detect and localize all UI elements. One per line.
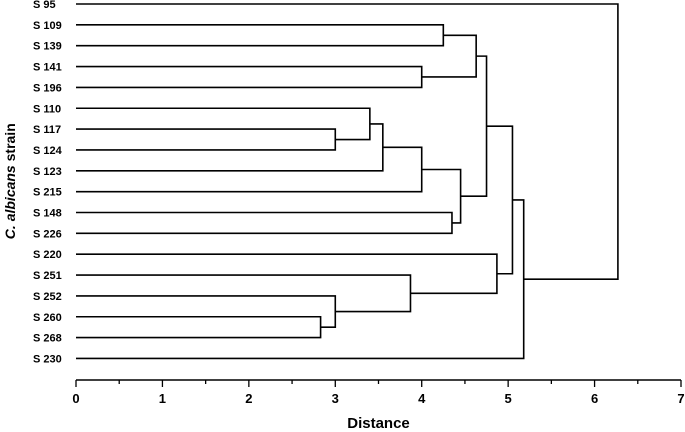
dendrogram-link (76, 146, 423, 193)
dendrogram-link (486, 125, 514, 275)
dendrogram-link (76, 3, 619, 281)
leaf-label: S 124 (33, 145, 63, 157)
x-tick-label: 4 (418, 391, 426, 406)
dendrogram-link (76, 65, 423, 89)
leaf-label: S 123 (33, 166, 62, 178)
leaf-label: S 148 (33, 208, 62, 220)
leaf-label: S 109 (33, 20, 62, 32)
leaf-label: S 196 (33, 82, 62, 94)
x-tick-label: 0 (72, 391, 79, 406)
leaf-label: S 141 (33, 62, 62, 74)
leaf-label: S 110 (33, 103, 61, 115)
x-tick-label: 1 (159, 391, 166, 406)
leaf-label: S 230 (33, 353, 62, 365)
dendrogram-link (76, 211, 453, 235)
y-axis-title: C. albicans strain (2, 123, 18, 239)
x-tick-label: 6 (591, 391, 598, 406)
leaf-label: S 260 (33, 312, 62, 324)
x-tick-label: 3 (332, 391, 339, 406)
leaf-label: S 251 (33, 270, 62, 282)
dendrogram-link (76, 295, 337, 328)
dendrogram-link (76, 24, 445, 47)
dendrogram-link (76, 274, 412, 313)
x-tick-label: 2 (245, 391, 252, 406)
x-axis-ticks: 0 1 2 3 4 5 6 7 (72, 380, 685, 406)
leaf-label: S 220 (33, 249, 62, 261)
dendrogram-link (421, 168, 462, 224)
leaf-label: S 252 (33, 291, 62, 303)
leaf-label: S 139 (33, 41, 62, 53)
dendrogram-link (76, 315, 322, 339)
leaf-label: S 226 (33, 228, 62, 240)
leaf-label: S 268 (33, 333, 62, 345)
y-axis-title-italic: C. albicans (2, 165, 18, 239)
leaf-label: S 117 (33, 124, 61, 136)
dendrogram-links (76, 3, 619, 360)
x-tick-label: 5 (505, 391, 512, 406)
leaf-label: S 215 (33, 187, 62, 199)
dendrogram-link (76, 199, 525, 360)
leaf-labels: S 95 S 109 S 139 S 141 S 196 S 110 S 117 S 124 S… (33, 0, 63, 365)
dendrogram-link (76, 123, 384, 172)
dendrogram-link (76, 107, 371, 141)
x-axis-title: Distance (347, 415, 410, 432)
dendrogram-link (76, 128, 337, 151)
x-tick-label: 7 (677, 391, 684, 406)
dendrogram-link (421, 34, 477, 78)
leaf-label: S 95 (33, 0, 56, 11)
y-axis-title-rest: strain (2, 123, 18, 165)
dendrogram-link (76, 253, 498, 295)
